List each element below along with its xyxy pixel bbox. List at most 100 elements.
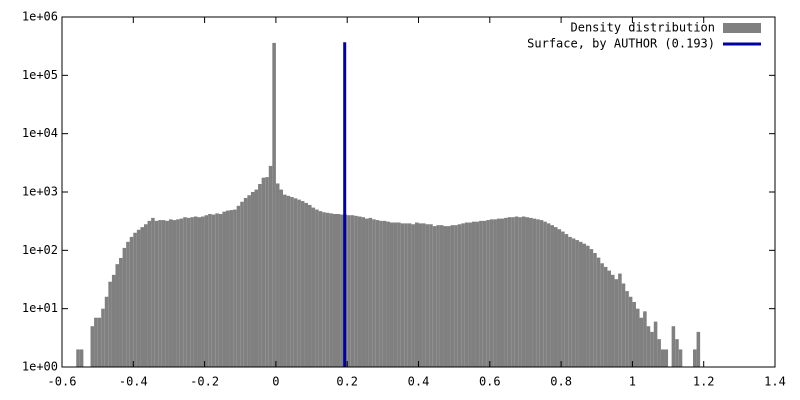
histogram-bar <box>457 224 462 367</box>
x-tick-label: 0 <box>272 375 279 389</box>
histogram-bar <box>532 218 537 367</box>
y-tick-label: 1e+01 <box>22 301 58 315</box>
histogram-bar <box>582 243 587 367</box>
histogram-bar <box>332 213 337 367</box>
histogram-bar <box>607 270 612 367</box>
histogram-bar <box>318 211 323 367</box>
histogram-bar <box>340 214 344 367</box>
histogram-bar <box>250 192 255 367</box>
histogram-bar <box>315 209 319 367</box>
histogram-bar <box>222 211 226 367</box>
histogram-bar <box>525 217 530 367</box>
histogram-bar <box>90 326 95 367</box>
histogram-bar <box>443 226 448 367</box>
histogram-bar <box>539 220 544 367</box>
histogram-bar <box>468 222 472 367</box>
histogram-bar <box>461 223 465 367</box>
histogram-bar <box>147 220 152 367</box>
histogram-bar <box>611 274 615 367</box>
histogram-bar <box>372 219 376 367</box>
x-tick-label: 0.6 <box>479 375 501 389</box>
histogram-bar <box>514 216 519 367</box>
histogram-bar <box>678 349 683 367</box>
histogram-bar <box>422 223 426 367</box>
histogram-bar <box>493 219 497 367</box>
histogram-bar <box>393 222 398 367</box>
histogram-bar <box>183 217 187 367</box>
histogram-bar <box>272 42 276 367</box>
histogram-bar <box>471 221 476 367</box>
histogram-bar <box>325 212 330 367</box>
histogram-bar <box>454 225 458 367</box>
histogram-bar <box>632 302 636 367</box>
histogram-bar <box>507 217 512 367</box>
histogram-bar <box>122 247 127 367</box>
histogram-bar <box>101 308 105 367</box>
histogram-bar <box>115 264 120 367</box>
x-tick-label: 0.4 <box>408 375 430 389</box>
histogram-bar <box>94 317 98 367</box>
histogram-bar <box>204 215 209 367</box>
histogram-bar <box>111 274 116 367</box>
histogram-bar <box>675 339 679 367</box>
histogram-bar <box>104 296 109 367</box>
histogram-bar <box>671 326 676 367</box>
y-tick-label: 1e+06 <box>22 10 58 24</box>
histogram-bar <box>176 219 180 367</box>
histogram-bar <box>79 349 84 367</box>
histogram-bar <box>664 349 669 367</box>
histogram-bar <box>165 220 169 367</box>
histogram-bar <box>407 223 412 367</box>
histogram-bar <box>432 226 437 367</box>
histogram-bar <box>361 217 366 367</box>
histogram-bar <box>350 215 355 367</box>
x-tick-label: 0.2 <box>336 375 358 389</box>
histogram-bar <box>154 220 159 367</box>
histogram-bar <box>283 194 287 367</box>
histogram-bar <box>136 229 141 367</box>
histogram-bar <box>389 222 394 367</box>
x-tick-label: 0.8 <box>550 375 572 389</box>
histogram-bar <box>297 199 301 367</box>
histogram-bar <box>561 231 565 367</box>
histogram-bar <box>504 217 508 367</box>
histogram-bar <box>568 236 572 367</box>
histogram-bar <box>614 279 619 367</box>
histogram-bar <box>653 321 658 367</box>
histogram-bar <box>143 224 148 367</box>
histogram-bar <box>475 221 480 367</box>
histogram-bar <box>240 201 244 367</box>
histogram-bar <box>172 220 177 367</box>
histogram-bar <box>586 245 590 367</box>
histogram-bar <box>486 220 490 367</box>
histogram-bar <box>400 223 405 367</box>
histogram-bar <box>439 225 444 367</box>
legend-swatch <box>723 23 761 33</box>
histogram-bar <box>646 326 651 367</box>
histogram-bar <box>218 213 223 367</box>
histogram-bar <box>211 214 216 367</box>
histogram-bar <box>275 183 280 367</box>
histogram-bar <box>293 198 298 367</box>
histogram-bar <box>158 220 162 367</box>
histogram-bar <box>304 202 308 367</box>
histogram-bar <box>201 216 205 367</box>
x-tick-label: -0.2 <box>190 375 219 389</box>
histogram-bar <box>375 220 380 367</box>
histogram-bar <box>215 213 219 367</box>
histogram-bar <box>379 220 383 367</box>
histogram-bar <box>357 216 362 367</box>
histogram-bar <box>382 220 387 367</box>
histogram-bar <box>479 220 483 367</box>
histogram-bar <box>628 296 633 367</box>
histogram-bar <box>365 218 369 367</box>
histogram-bar <box>529 217 533 367</box>
histogram-bar <box>329 213 333 367</box>
histogram-bar <box>336 213 341 367</box>
histogram-bar <box>126 241 130 367</box>
histogram-bar <box>236 205 241 367</box>
histogram-bar <box>496 218 501 367</box>
histogram-bar <box>639 317 644 367</box>
x-tick-label: 1.2 <box>693 375 715 389</box>
histogram-bar <box>621 283 626 367</box>
